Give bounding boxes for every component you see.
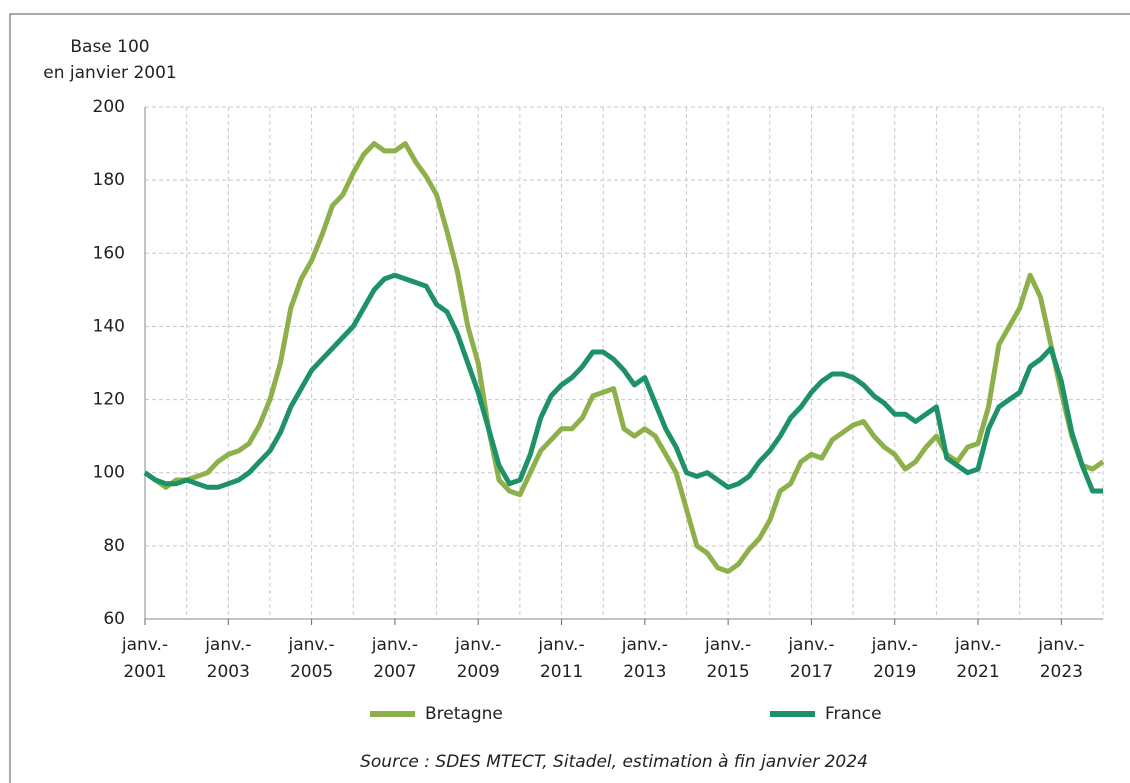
y-axis-label: en janvier 2001 [43,63,176,83]
y-tick-label: 120 [93,390,125,410]
x-tick-label-line: janv.- [704,635,751,655]
x-tick-label-line: 2007 [373,662,416,682]
x-tick-label-line: janv.- [621,635,668,655]
series-line [143,272,1103,494]
x-tick-label-line: janv.- [371,635,418,655]
x-tick-label: janv.- 2001 [121,635,168,682]
legend-label: Bretagne [425,704,503,724]
x-tick-label-line: 2019 [873,662,916,682]
x-tick-label-line: 2001 [123,662,166,682]
x-tick-label-line: 2003 [207,662,250,682]
x-tick-label-line: 2005 [290,662,333,682]
x-tick-label: janv.- 2021 [954,635,1001,682]
x-tick-label: janv.- 2009 [454,635,501,682]
x-tick-label: janv.- 2023 [1037,635,1084,682]
y-tick-label: 140 [93,316,125,336]
series-line [143,141,1105,574]
x-tick-label-line: janv.- [1037,635,1084,655]
x-tick-label-line: 2015 [706,662,749,682]
frame [9,13,1130,783]
x-tick-label: janv.- 2005 [288,635,335,682]
x-tick-label: janv.- 2011 [537,635,584,682]
y-tick-label: 100 [93,463,125,483]
y-tick-label: 80 [103,536,125,556]
x-tick-label-line: 2021 [956,662,999,682]
x-tick-label: janv.- 2015 [704,635,751,682]
x-tick-label-line: 2013 [623,662,666,682]
y-tick-label: 200 [93,97,125,117]
x-tick-label-line: janv.- [537,635,584,655]
x-tick-label-line: 2017 [790,662,833,682]
x-tick-label-line: 2009 [457,662,500,682]
y-tick-label: 180 [93,170,125,190]
x-tick-label: janv.- 2003 [204,635,251,682]
x-tick-label-line: janv.- [954,635,1001,655]
x-tick-label: janv.- 2019 [871,635,918,682]
x-tick-label-line: janv.- [454,635,501,655]
x-tick-label-line: janv.- [204,635,251,655]
y-axis-label: Base 100 [70,37,149,57]
x-tick-label: janv.- 2007 [371,635,418,682]
x-tick-label-line: janv.- [121,635,168,655]
x-tick-label-line: 2023 [1040,662,1083,682]
x-tick-label-line: janv.- [871,635,918,655]
x-tick-label: janv.- 2017 [787,635,834,682]
x-tick-label: janv.- 2013 [621,635,668,682]
x-tick-label-line: janv.- [288,635,335,655]
y-tick-label: 160 [93,243,125,263]
y-tick-label: 60 [103,609,125,629]
x-tick-label-line: 2011 [540,662,583,682]
x-tick-label-line: janv.- [787,635,834,655]
source-note: Source : SDES MTECT, Sitadel, estimation… [360,752,868,772]
legend-label: France [825,704,882,724]
